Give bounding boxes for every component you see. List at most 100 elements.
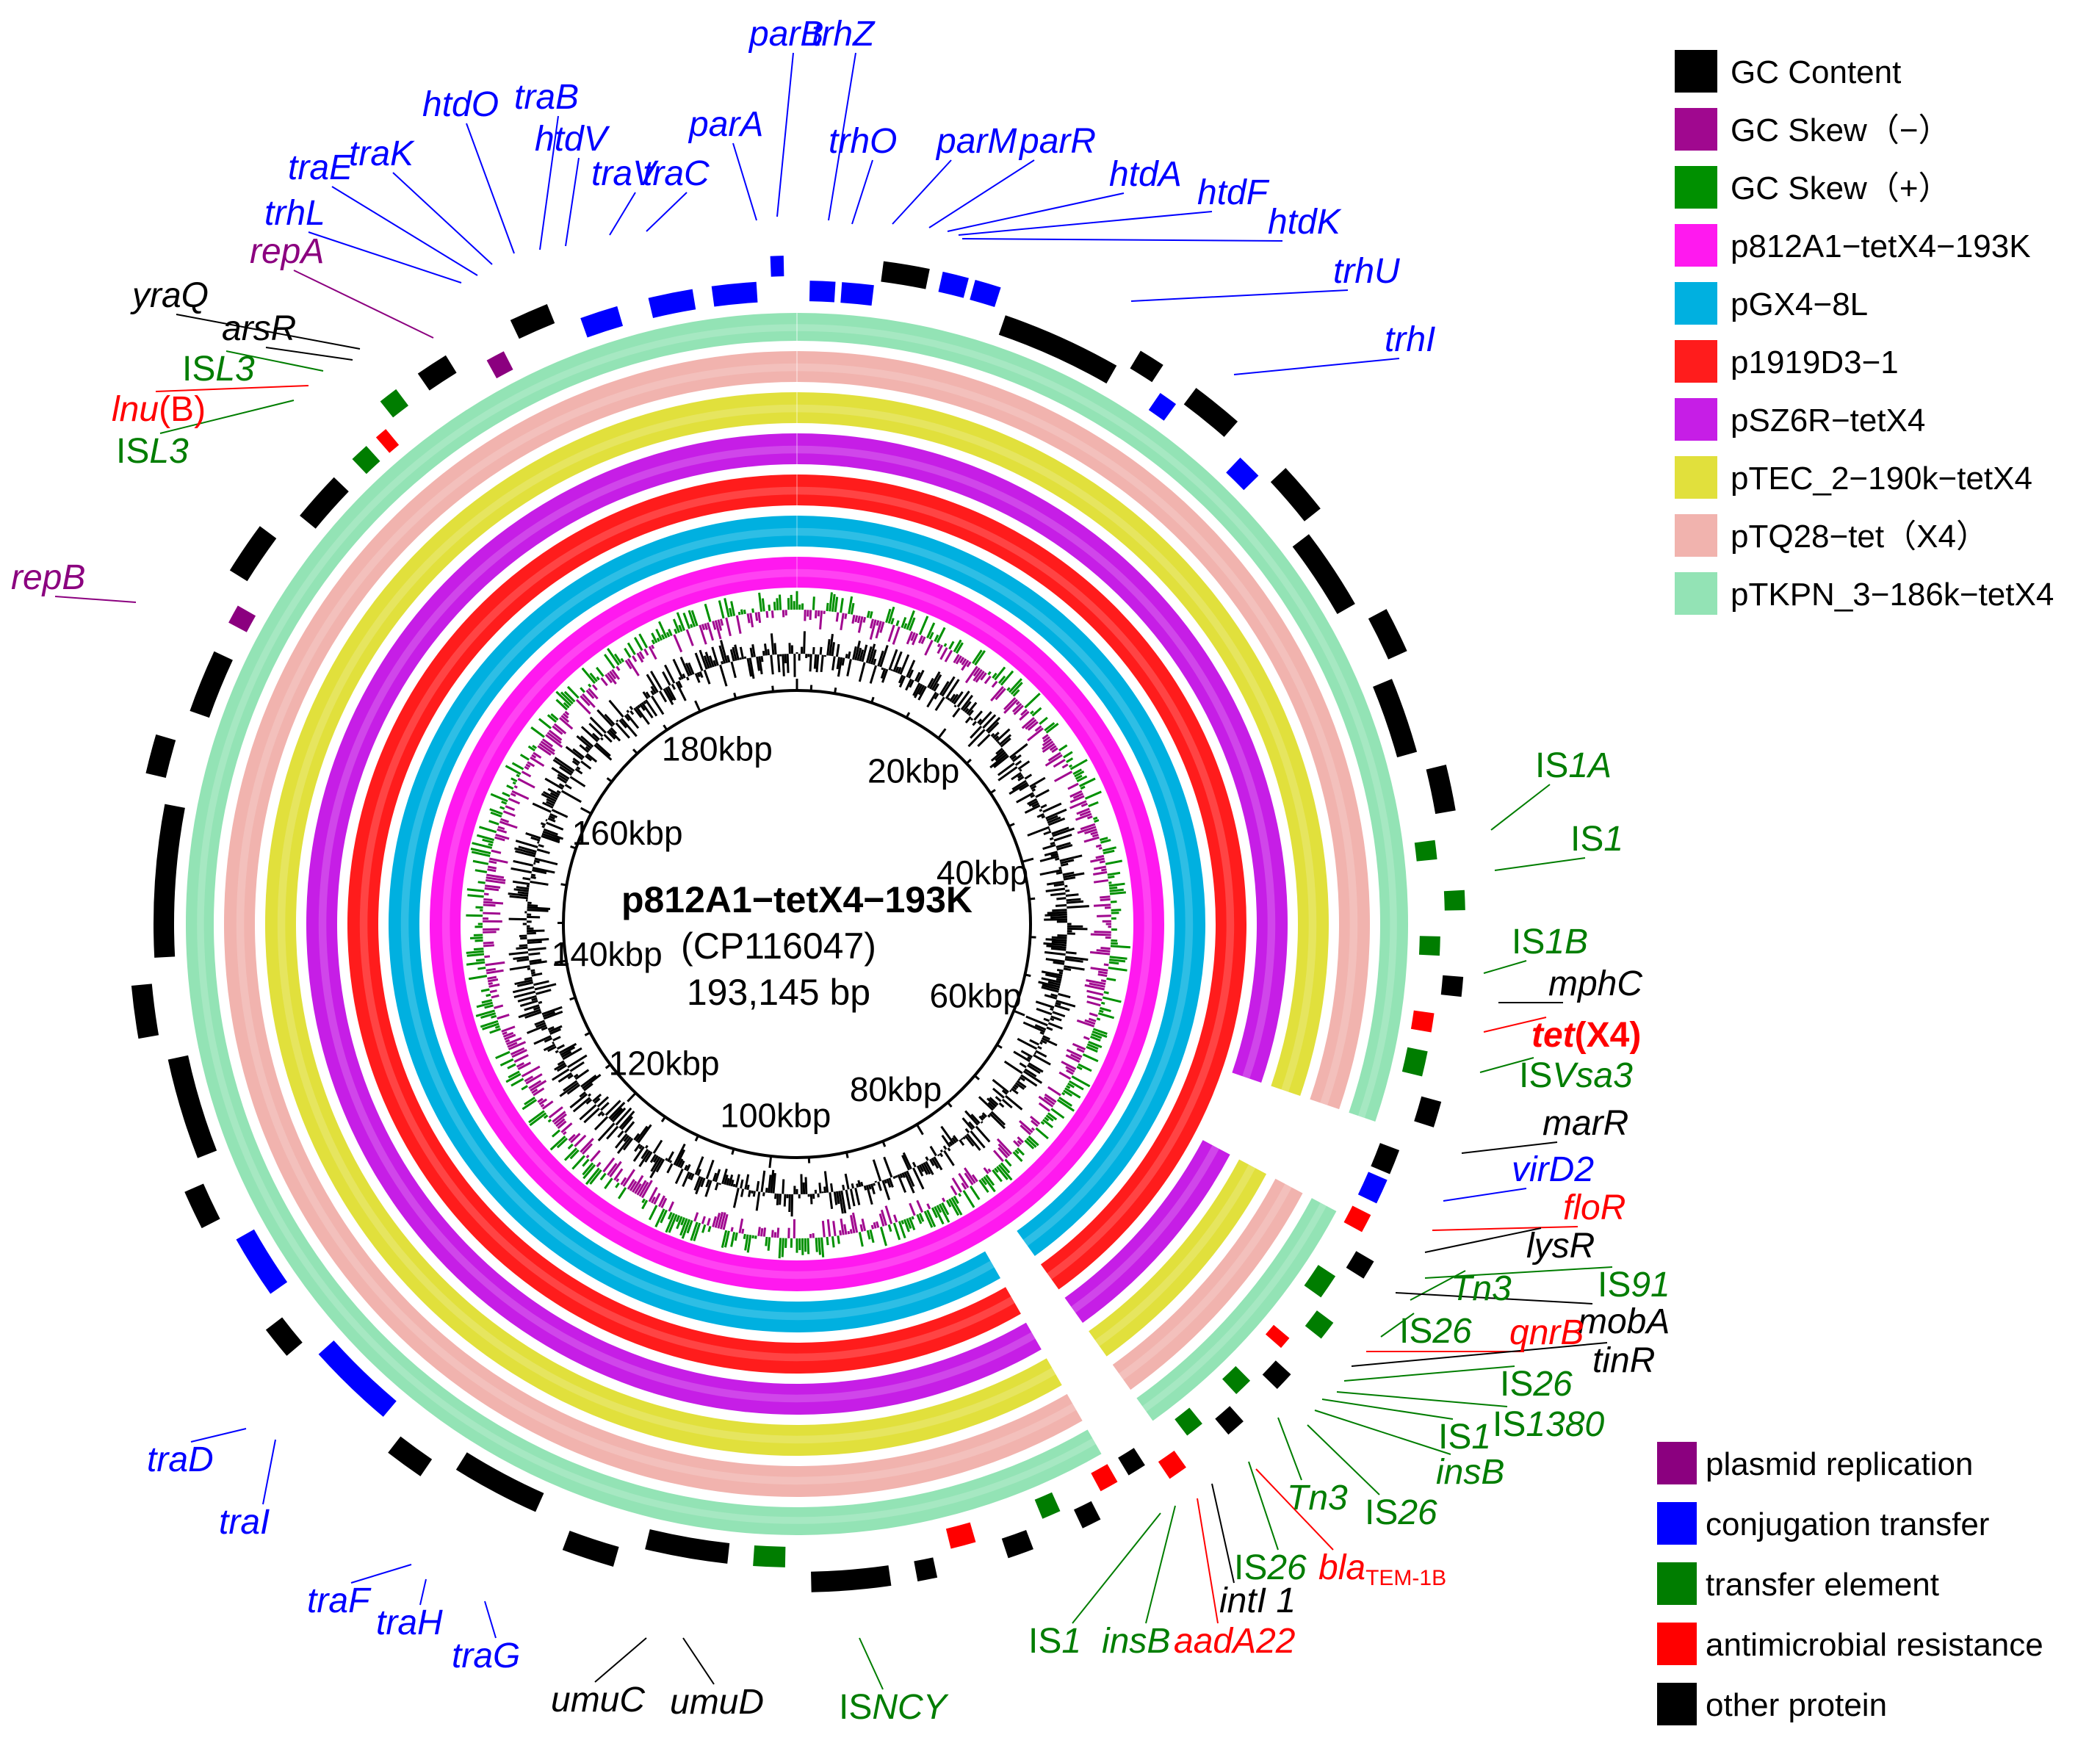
gene-name: insB [1102,1622,1170,1661]
axis-tick [569,996,576,1001]
gene-name: IS1B [1512,923,1588,961]
gene-label-leaders [54,52,1613,1690]
gene-core: L3 [215,350,255,389]
leader-line [1483,1017,1547,1033]
leader-line [1248,1461,1279,1551]
gene-core: 26 [1532,1365,1573,1404]
gene-name: marR [1542,1104,1628,1143]
gene-label-htdF: htdF [1197,173,1270,212]
gene-label-trhO: trhO [829,122,897,161]
leader-line [1336,1391,1508,1407]
gene-name: traC [643,154,710,193]
gene-feature [352,446,380,474]
gene-core: 1 [1471,1418,1491,1457]
gene-label-traK: traK [349,134,415,173]
comparison-ring-4 [306,433,1288,1415]
gene-core: tinR [1592,1341,1655,1380]
gene-core: trhZ [812,15,876,54]
gene-name: parB [748,15,823,54]
gene-name: trhI [1385,320,1435,359]
leader-line [1443,1188,1527,1202]
gene-feature [1440,975,1464,997]
gene-core: Tn3 [1287,1479,1348,1518]
leader-line [262,1439,276,1505]
gene-label-intI1: intI 1 [1219,1581,1296,1620]
gene-core: lysR [1526,1227,1595,1266]
category-swatch [1657,1502,1697,1545]
gene-feature [1001,1529,1033,1559]
axis-tick [632,748,638,754]
gene-prefix: IS [1519,1056,1552,1095]
gene-label-trhL: trhL [264,194,325,233]
leader-line [851,159,873,225]
gene-core: marR [1542,1104,1628,1143]
axis-tick [570,845,577,850]
axis-tick [947,1101,953,1108]
gene-core: Tn3 [1451,1269,1512,1308]
gene-feature [1343,1205,1371,1233]
leader-line [308,231,462,284]
gene-label-ISVsa3: ISVsa3 [1519,1056,1633,1095]
axis-tick [845,1152,849,1158]
category-label: antimicrobial resistance [1706,1627,2043,1663]
leader-line [1410,1270,1466,1301]
leader-line [392,172,493,265]
gene-name: ISL3 [116,432,189,471]
axis-tick [937,728,947,739]
gene-core: lnu [112,390,159,429]
gene-label-IS26: IS26 [1399,1312,1472,1351]
gene-feature [417,355,457,391]
gene-feature [580,306,624,338]
comparison-ring-5 [265,392,1329,1457]
gene-name: yraQ [130,276,209,315]
gene-core: traF [307,1581,372,1620]
gene-name: floR [1563,1188,1625,1227]
axis-tick [627,1091,637,1103]
leader-line [1307,1424,1380,1495]
gene-feature [945,1522,976,1549]
leader-line [539,115,559,250]
gene-core: 1 [1603,820,1623,859]
leader-line [293,270,434,339]
gene-feature [236,1229,288,1294]
axis-tick [1029,897,1036,901]
gene-feature [648,289,696,318]
gene-label-bla: blaTEM-1B [1318,1548,1446,1590]
gene-core: parR [1018,122,1096,161]
ring-segment [430,557,1164,1292]
gene-feature [1401,1047,1428,1077]
gene-core: htdK [1268,203,1342,242]
gene-core: floR [1563,1188,1625,1227]
gene-label-umuD: umuD [670,1683,764,1722]
gene-label-ISL3: ISL3 [116,432,189,471]
gene-name: traI [219,1503,270,1542]
center-title-block: p812A1−tetX4−193K (CP116047) 193,145 bp [621,879,973,1013]
gene-core: htdF [1197,173,1270,212]
leader-line [1130,289,1349,302]
gene-label-traG: traG [452,1636,520,1675]
ring-segment [1136,1198,1337,1421]
legend-swatch [1675,514,1717,557]
leader-line [1490,784,1551,831]
gene-name: intI 1 [1219,1581,1296,1620]
leader-line [1343,1365,1515,1382]
gene-core: yraQ [130,276,209,315]
gene-feature [145,734,176,778]
gene-feature [1183,388,1238,437]
axis-tick [731,1148,735,1155]
gene-name: IS26 [1234,1548,1307,1587]
comparison-rings [185,313,1409,1535]
category-swatch [1657,1623,1697,1665]
gene-feature [840,282,874,306]
gene-label-umuC: umuC [551,1681,645,1719]
legend-label: p1919D3−1 [1731,344,1899,380]
gene-prefix: IS [116,432,149,471]
gene-core: htdO [422,85,499,124]
gene-feature [455,1452,544,1512]
gene-core: 1 [1061,1622,1081,1661]
gene-name: IS91 [1598,1266,1670,1304]
leader-line [155,385,309,392]
gene-name: ISVsa3 [1519,1056,1633,1095]
gene-core: trhU [1333,252,1400,291]
